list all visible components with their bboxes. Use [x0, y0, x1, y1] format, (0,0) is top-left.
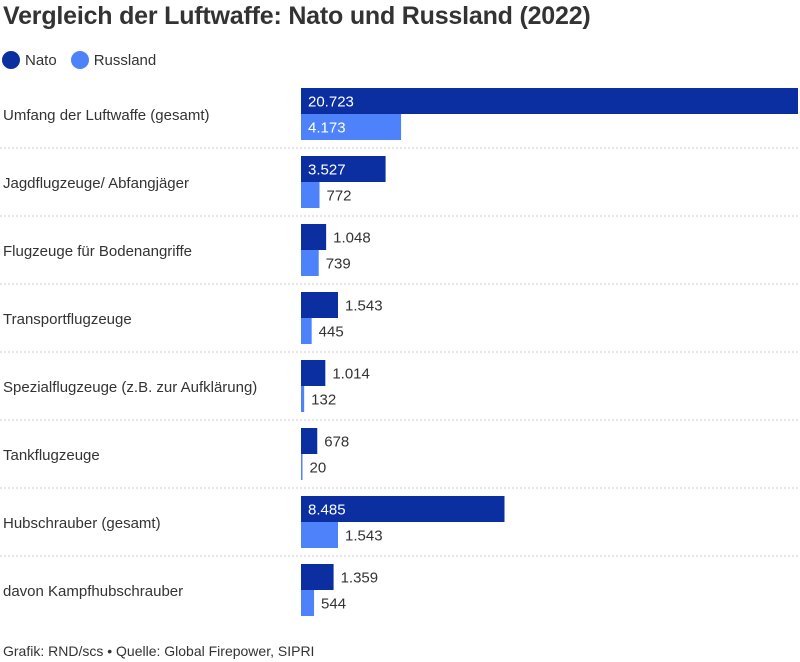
legend-label-nato: Nato [25, 51, 57, 69]
legend-item-nato: Nato [2, 51, 57, 69]
bar-nato [301, 88, 798, 114]
category-label: Spezialflugzeuge (z.B. zur Aufklärung) [3, 379, 257, 396]
category-label: Jagdflugzeuge/ Abfangjäger [3, 175, 189, 192]
bar-russland [301, 114, 402, 140]
data-label: 544 [321, 596, 346, 613]
bar-russland [301, 522, 339, 548]
bar-russland [301, 454, 303, 480]
data-label: 8.485 [308, 502, 346, 519]
chart-title: Vergleich der Luftwaffe: Nato und Russla… [3, 2, 591, 30]
legend-item-russland: Russland [70, 51, 157, 69]
data-label: 1.543 [345, 298, 383, 315]
category-label: Hubschrauber (gesamt) [3, 515, 161, 532]
data-label: 1.014 [332, 366, 370, 383]
category-label: davon Kampfhubschrauber [3, 583, 183, 600]
data-label: 4.173 [308, 120, 346, 137]
legend-swatch-nato [2, 51, 20, 69]
bar-nato [301, 496, 505, 522]
category-label: Transportflugzeuge [3, 311, 132, 328]
data-label: 20 [310, 460, 327, 477]
data-label: 445 [319, 324, 344, 341]
category-label: Flugzeuge für Bodenangriffe [3, 243, 192, 260]
chart-footer: Grafik: RND/scs • Quelle: Global Firepow… [3, 643, 315, 659]
bar-nato [301, 292, 339, 318]
data-label: 1.543 [345, 528, 383, 545]
legend-label-russland: Russland [93, 51, 157, 69]
data-label: 1.048 [333, 230, 371, 247]
bar-russland [301, 182, 320, 208]
legend-swatch-russland [70, 51, 89, 69]
data-label: 3.527 [308, 162, 346, 179]
bar-nato [301, 224, 327, 250]
bar-russland [301, 386, 305, 412]
bar-chart: Umfang der Luftwaffe (gesamt) 20.723 4.173… [0, 88, 800, 616]
data-label: 678 [324, 434, 349, 451]
bar-russland [301, 590, 315, 616]
bar-russland [301, 318, 312, 344]
bar-nato [301, 428, 318, 454]
data-label: 20.723 [308, 94, 354, 111]
bar-russland [301, 250, 319, 276]
category-label: Tankflugzeuge [3, 447, 100, 464]
data-label: 772 [327, 188, 352, 205]
data-label: 739 [326, 256, 351, 273]
bar-nato [301, 360, 326, 386]
legend: Nato Russland [2, 51, 170, 69]
data-label: 1.359 [341, 570, 379, 587]
bar-nato [301, 156, 386, 182]
data-label: 132 [311, 392, 336, 409]
bar-nato [301, 564, 334, 590]
category-label: Umfang der Luftwaffe (gesamt) [3, 107, 209, 124]
